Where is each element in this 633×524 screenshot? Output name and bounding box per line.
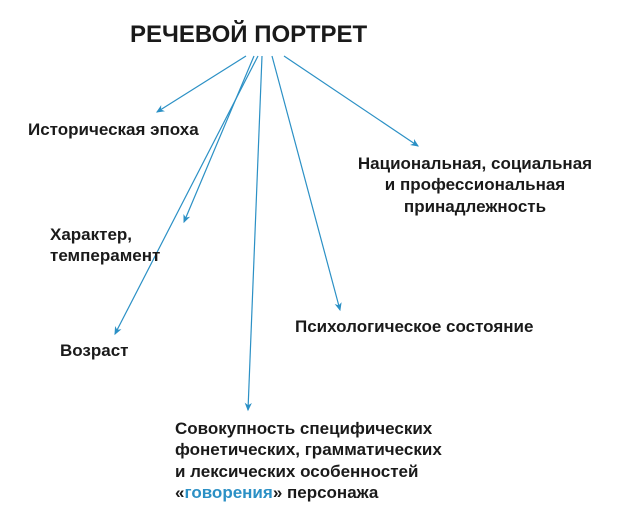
edge-arrow <box>272 56 340 310</box>
edge-arrow <box>248 56 262 410</box>
leaf-specifics: Совокупность специфическихфонетических, … <box>175 418 495 503</box>
edge-arrow <box>284 56 418 146</box>
leaf-character: Характер,темперамент <box>50 224 210 267</box>
edge-arrow <box>157 56 246 112</box>
leaf-age: Возраст <box>60 340 160 361</box>
leaf-psychological: Психологическое состояние <box>295 316 595 337</box>
leaf-era: Историческая эпоха <box>28 119 248 140</box>
root-node: РЕЧЕВОЙ ПОРТРЕТ <box>130 20 367 50</box>
leaf-nationality: Национальная, социальнаяи профессиональн… <box>335 153 615 217</box>
edge-arrow <box>115 56 258 334</box>
diagram-canvas: РЕЧЕВОЙ ПОРТРЕТ Историческая эпоха Национ… <box>0 0 633 524</box>
